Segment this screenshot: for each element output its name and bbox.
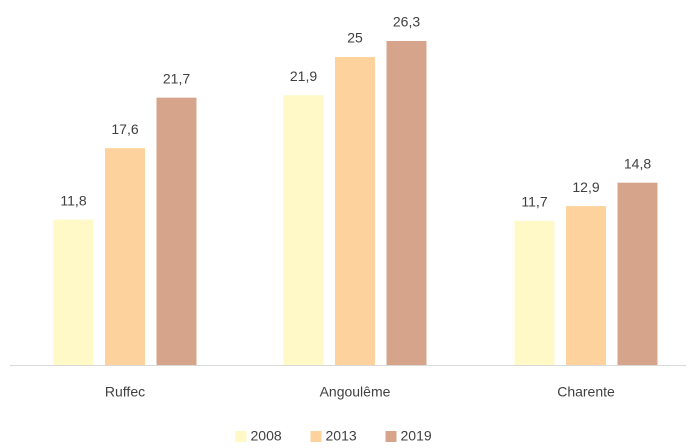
bar (53, 219, 94, 365)
legend-label: 2013 (326, 428, 357, 444)
bar (156, 97, 197, 366)
bar (283, 95, 324, 365)
bar (105, 148, 145, 365)
data-label: 21,9 (290, 68, 317, 84)
data-label: 11,7 (521, 194, 547, 210)
data-label: 21,7 (163, 70, 190, 86)
bar (386, 41, 427, 365)
bar (566, 206, 606, 365)
legend-swatch (310, 431, 322, 442)
data-label: 12,9 (572, 179, 599, 195)
legend-label: 2019 (401, 428, 432, 444)
data-label: 25 (347, 30, 363, 46)
data-label: 14,8 (624, 155, 651, 171)
bar (335, 57, 375, 366)
data-label: 26,3 (393, 14, 420, 30)
x-tick-label: Charente (557, 384, 615, 400)
legend-swatch (385, 431, 397, 442)
bar (514, 220, 555, 365)
bar (617, 182, 658, 365)
data-label: 11,8 (60, 192, 86, 208)
legend-swatch (235, 431, 247, 442)
x-tick-label: Ruffec (105, 384, 145, 400)
data-label: 17,6 (111, 121, 138, 137)
x-tick-label: Angoulême (320, 384, 391, 400)
legend-label: 2008 (251, 428, 282, 444)
